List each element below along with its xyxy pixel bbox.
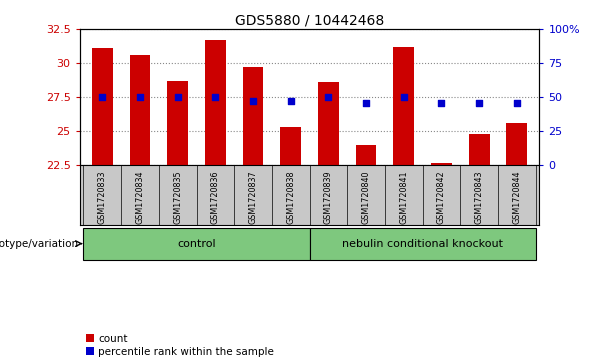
Point [210,94,220,100]
Point [286,98,295,104]
Text: GSM1720839: GSM1720839 [324,170,333,224]
Text: GSM1720833: GSM1720833 [98,170,107,224]
Bar [506,123,527,166]
Text: control: control [177,238,216,249]
Point [173,94,183,100]
Point [474,100,484,106]
Point [436,100,446,106]
Text: GSM1720842: GSM1720842 [437,170,446,224]
Text: GSM1720837: GSM1720837 [248,170,257,224]
Point [399,94,409,100]
Point [361,100,371,106]
Text: nebulin conditional knockout: nebulin conditional knockout [342,238,503,249]
Text: GSM1720840: GSM1720840 [362,170,371,224]
Bar [431,163,452,166]
Point [248,98,258,104]
Legend: count, percentile rank within the sample: count, percentile rank within the sample [85,333,275,358]
Text: GSM1720836: GSM1720836 [211,170,220,224]
Bar [469,134,490,166]
Point [512,100,522,106]
Title: GDS5880 / 10442468: GDS5880 / 10442468 [235,14,384,28]
Bar [83,228,310,260]
Bar [280,127,301,166]
Bar [129,55,150,166]
Bar [205,40,226,166]
Text: genotype/variation: genotype/variation [0,238,79,249]
Bar [167,81,188,166]
Bar [92,48,113,166]
Text: GSM1720841: GSM1720841 [399,170,408,224]
Bar [356,145,376,166]
Text: GSM1720835: GSM1720835 [173,170,182,224]
Text: GSM1720834: GSM1720834 [135,170,145,224]
Bar [243,67,264,166]
Point [97,94,107,100]
Text: GSM1720843: GSM1720843 [474,170,484,224]
Text: GSM1720844: GSM1720844 [512,170,521,224]
Bar [310,228,536,260]
Bar [318,82,339,166]
Bar [394,47,414,166]
Text: GSM1720838: GSM1720838 [286,170,295,224]
Point [324,94,333,100]
Point [135,94,145,100]
